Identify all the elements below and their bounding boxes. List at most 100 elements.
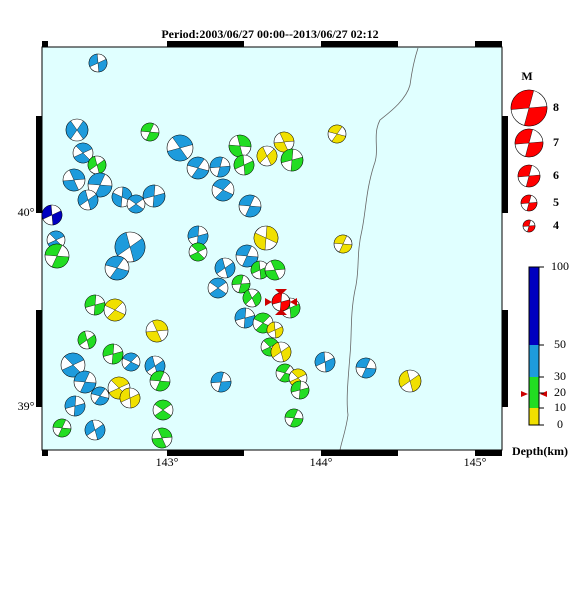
beachball xyxy=(60,352,86,378)
ball-quadrant xyxy=(114,232,146,262)
beachball xyxy=(186,156,210,180)
ball-quadrant xyxy=(149,370,171,392)
beachball xyxy=(250,260,270,280)
beachball xyxy=(84,419,106,441)
magnitude-legend: 8 7 6 5 4 xyxy=(510,89,559,233)
beachball xyxy=(333,234,353,254)
beachball xyxy=(87,155,107,175)
beachball xyxy=(121,352,141,372)
ball-quadrant xyxy=(517,164,541,188)
beachball xyxy=(510,89,548,127)
frame-bar xyxy=(321,450,398,456)
ball-quadrant xyxy=(102,343,124,365)
ball-quadrant xyxy=(214,258,236,278)
magnitude-label: 6 xyxy=(553,168,559,182)
beachball xyxy=(514,128,544,158)
magnitude-label: 7 xyxy=(553,135,559,149)
beachball xyxy=(41,204,63,226)
ball-quadrant xyxy=(328,124,346,144)
beachball xyxy=(88,53,108,73)
beachball xyxy=(235,244,259,268)
depth-marker xyxy=(521,391,547,397)
ball-quadrant xyxy=(88,53,108,73)
beachball xyxy=(290,380,310,400)
beachball xyxy=(242,288,262,308)
ball-quadrant xyxy=(253,225,279,251)
mainshock-marker xyxy=(265,289,297,315)
beachball xyxy=(314,351,336,373)
beachball xyxy=(126,194,146,214)
ball-quadrant xyxy=(189,242,207,262)
beachball xyxy=(62,168,86,192)
frame-bar xyxy=(42,450,48,456)
beachball xyxy=(152,399,174,421)
ball-quadrant xyxy=(238,194,262,218)
depth-band xyxy=(529,345,539,377)
beachball xyxy=(211,178,235,202)
ball-quadrant xyxy=(234,307,256,329)
beachball xyxy=(149,370,171,392)
lat-label: 40° xyxy=(18,205,35,219)
depth-colorbar xyxy=(521,266,547,426)
depth-tick-label: 20 xyxy=(554,385,566,399)
ball-quadrant xyxy=(209,156,231,178)
ball-quadrant xyxy=(522,219,536,233)
beachball xyxy=(52,418,72,438)
ball-quadrant xyxy=(209,277,227,299)
ball-quadrant xyxy=(77,190,99,210)
depth-frame xyxy=(528,266,540,426)
lon-label: 145° xyxy=(464,455,487,469)
ball-quadrant xyxy=(514,128,544,158)
beachball xyxy=(72,142,94,164)
beachball xyxy=(65,118,89,142)
beachball xyxy=(273,131,295,153)
ball-quadrant xyxy=(264,259,286,281)
ball-quadrant xyxy=(44,243,70,269)
beachball xyxy=(90,386,110,406)
lat-label: 39° xyxy=(18,399,35,413)
ball-quadrant xyxy=(84,294,106,316)
beachball xyxy=(151,427,173,449)
ball-quadrant xyxy=(210,371,232,393)
beachball xyxy=(119,387,141,409)
ball-quadrant xyxy=(256,146,278,166)
ball-quadrant xyxy=(64,395,86,417)
ball-quadrant xyxy=(355,357,377,379)
magnitude-label: 5 xyxy=(553,195,559,209)
ball-quadrant xyxy=(290,380,310,400)
map-frame xyxy=(36,41,508,456)
beachball xyxy=(102,343,124,365)
ball-quadrant xyxy=(105,255,129,281)
ball-quadrant xyxy=(145,319,169,343)
beachball xyxy=(214,257,236,279)
magnitude-title: M xyxy=(521,69,532,83)
ball-quadrant xyxy=(398,370,422,392)
ball-quadrant xyxy=(212,178,234,202)
depth-band xyxy=(529,408,539,425)
title: Period:2003/06/27 00:00--2013/06/27 02:1… xyxy=(161,27,378,41)
depth-tick-label: 0 xyxy=(557,417,563,431)
ball-quadrant xyxy=(167,134,193,162)
frame-border xyxy=(41,46,503,451)
beachball xyxy=(142,184,166,208)
depth-band xyxy=(529,377,539,408)
beachball xyxy=(271,292,291,312)
ball-quadrant xyxy=(62,168,86,192)
lon-label: 143° xyxy=(156,455,179,469)
frame-bar xyxy=(475,450,502,456)
lon-label: 144° xyxy=(310,455,333,469)
beachball xyxy=(253,225,279,251)
beachball xyxy=(520,194,538,212)
frame-bar xyxy=(321,41,398,47)
beachball xyxy=(234,307,256,329)
beachball xyxy=(207,277,229,299)
beachball xyxy=(114,231,146,263)
beachball xyxy=(64,395,86,417)
ball-quadrant xyxy=(73,370,97,394)
beachball xyxy=(209,156,231,178)
ball-quadrant xyxy=(91,386,109,406)
ball-quadrant xyxy=(242,289,262,307)
ball-quadrant xyxy=(140,122,160,142)
focal-mechanisms xyxy=(41,53,422,449)
beachball xyxy=(166,134,194,162)
